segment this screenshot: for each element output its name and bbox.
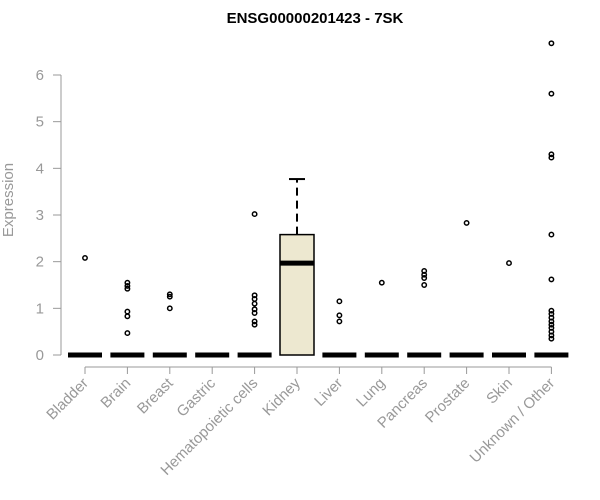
outlier-point	[548, 154, 555, 161]
x-tick-label: Bladder	[43, 375, 92, 424]
outlier-point	[548, 151, 555, 158]
outlier-point	[251, 321, 258, 328]
x-tick-label: Skin	[483, 375, 516, 408]
box-bladder	[68, 254, 102, 358]
outlier-point	[548, 335, 555, 342]
box-kidney	[279, 178, 315, 356]
outlier-point	[378, 279, 385, 286]
box-unknown-other	[534, 40, 569, 358]
y-tick-label: 4	[36, 160, 44, 177]
box-prostate	[449, 219, 484, 358]
outlier-point	[548, 40, 555, 47]
x-tick-label: Prostate	[422, 375, 474, 427]
outlier-point	[506, 260, 512, 267]
outlier-point	[421, 282, 428, 288]
outlier-point	[548, 90, 555, 97]
box-pancreas	[407, 268, 442, 358]
outlier-point	[166, 305, 173, 312]
outlier-point	[166, 291, 173, 298]
x-tick-label: Breast	[134, 374, 177, 417]
outlier-point	[124, 282, 131, 289]
box-liver	[322, 298, 357, 358]
outlier-point	[336, 318, 343, 325]
x-tick-label: Liver	[311, 375, 346, 410]
y-tick-label: 5	[36, 114, 44, 131]
outlier-point	[251, 300, 258, 307]
outlier-point	[421, 271, 428, 278]
outlier-point	[124, 285, 131, 292]
box-breast	[152, 291, 187, 358]
box-brain	[110, 279, 145, 358]
y-tick-label: 1	[36, 300, 44, 317]
outlier-point	[548, 307, 555, 314]
outlier-point	[251, 211, 258, 218]
outlier-point	[82, 254, 88, 261]
y-tick-label: 0	[36, 347, 44, 364]
outlier-point	[251, 310, 258, 316]
outlier-point	[251, 296, 258, 302]
box-rect	[279, 233, 315, 356]
outlier-point	[124, 313, 131, 320]
outlier-point	[548, 332, 555, 339]
box-lung	[364, 279, 399, 358]
outlier-point	[251, 318, 258, 325]
outlier-point	[548, 321, 555, 328]
outlier-point	[548, 276, 555, 283]
outlier-point	[124, 308, 131, 315]
x-tick-label: Kidney	[259, 374, 304, 419]
x-tick-label: Lung	[353, 375, 389, 411]
y-tick-label: 6	[36, 67, 44, 84]
outlier-point	[463, 219, 470, 226]
box-hematopoietic-cells	[237, 211, 272, 358]
outlier-point	[336, 312, 343, 319]
y-tick-label: 2	[36, 254, 44, 271]
outlier-point	[548, 231, 555, 238]
y-axis-label: Expression	[0, 163, 17, 237]
outlier-point	[166, 293, 173, 300]
outlier-point	[548, 318, 555, 325]
box-skin	[492, 260, 526, 358]
outlier-point	[124, 279, 131, 286]
y-tick-label: 3	[36, 207, 44, 224]
outlier-point	[336, 298, 343, 305]
chart-title: ENSG00000201423 - 7SK	[227, 10, 404, 27]
outlier-point	[421, 275, 428, 281]
outlier-point	[124, 330, 131, 337]
y-axis: 0 1 2 3 4 5 6	[36, 67, 62, 364]
boxes-layer	[68, 40, 569, 358]
x-tick-label: Brain	[97, 375, 134, 412]
